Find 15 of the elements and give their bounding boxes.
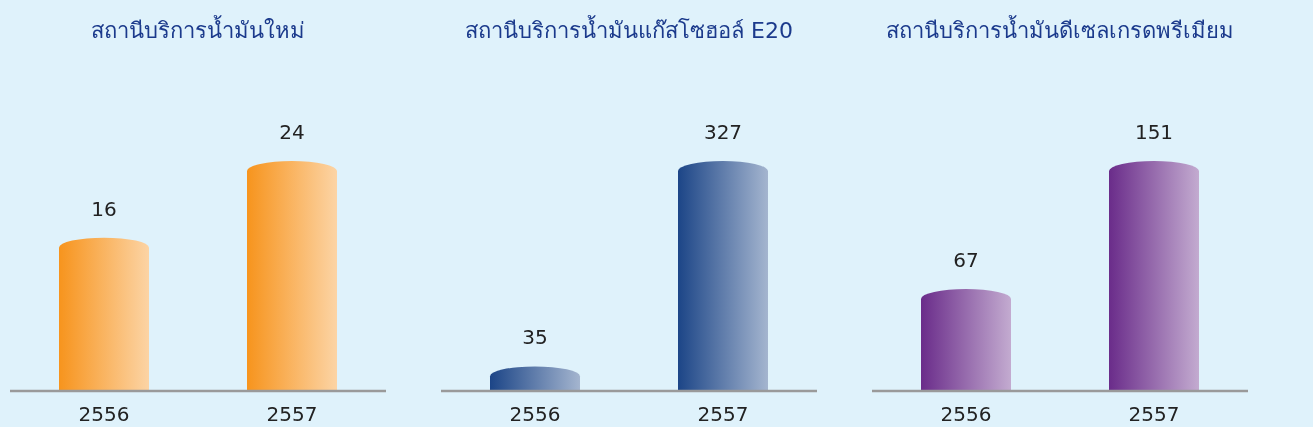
x-tick-label: 2557 [697,402,749,426]
x-tick-label: 2557 [266,402,318,426]
chart-title: สถานีบริการน้ำมันแก๊สโซฮอล์ E20 [465,15,793,43]
chart-title: สถานีบริการน้ำมันดีเซลเกรดพรีเมียม [886,15,1234,43]
x-tick-label: 2556 [940,402,992,426]
x-tick-label: 2556 [509,402,561,426]
x-tick-label: 2557 [1128,402,1180,426]
data-label: 67 [953,247,979,272]
data-label: 24 [279,120,305,144]
chart-title: สถานีบริการน้ำมันใหม่ [91,15,305,43]
data-label: 151 [1134,120,1174,144]
data-label: 35 [522,325,548,350]
x-tick-label: 2556 [78,402,130,426]
data-label: 16 [91,196,117,221]
data-label: 327 [703,120,743,144]
